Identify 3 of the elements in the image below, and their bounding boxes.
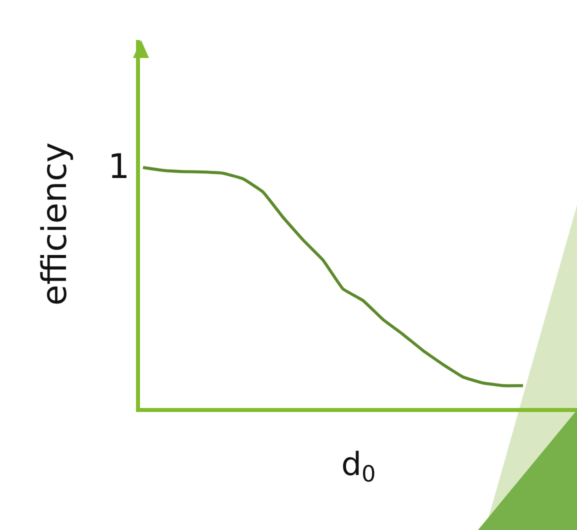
y-axis-title: efficiency [35,142,76,306]
text: 1 [108,147,130,187]
x-axis-title: d$_{0}$ [341,444,376,488]
